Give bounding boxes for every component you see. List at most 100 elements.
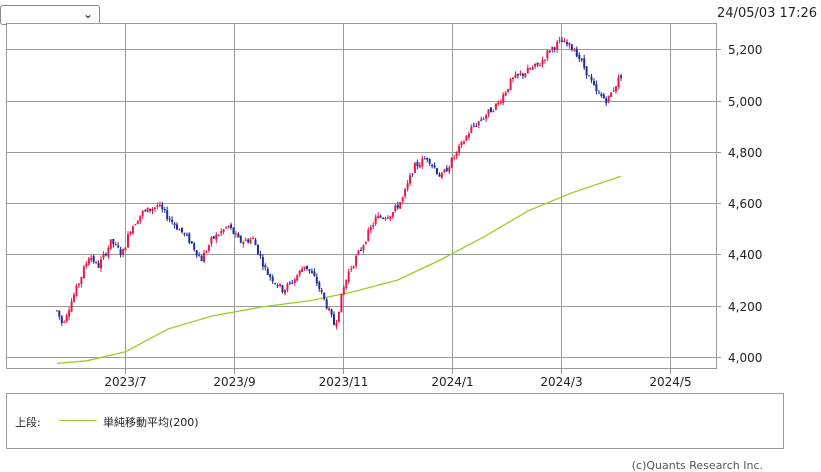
candle-body [607, 95, 610, 102]
x-tick-label: 2024/1 [431, 375, 473, 389]
legend-ma-line [59, 420, 97, 421]
legend-label: 上段: [15, 416, 41, 429]
candle-body [391, 212, 394, 217]
candle-body [183, 233, 186, 235]
candle-body [257, 244, 259, 254]
candle-body [546, 50, 549, 59]
candle-body [330, 309, 333, 315]
candle-body [158, 204, 161, 206]
candle-body [399, 201, 402, 209]
y-tick-label: 4,800 [728, 146, 762, 160]
candle-body [431, 165, 434, 167]
candle-body [308, 269, 311, 271]
candle-body [264, 265, 267, 268]
x-tick-label: 2024/3 [540, 375, 582, 389]
candle-body [134, 224, 137, 226]
candle-body [524, 73, 527, 77]
candle-body [217, 234, 220, 236]
candle-body [615, 86, 617, 92]
x-axis-ticks: 2023/7 2023/9 2023/11 2024/1 2024/3 2024/5 [104, 369, 692, 389]
y-tick-label: 4,000 [728, 351, 762, 365]
candle-body [298, 270, 301, 275]
y-tick-label: 4,600 [728, 197, 762, 211]
candle-body [423, 158, 426, 160]
candle-body [207, 245, 210, 251]
candlestick-chart: 4,000 4,200 4,400 4,600 4,800 5,000 5,200 2023… [6, 23, 762, 389]
candle-body [372, 225, 375, 227]
chevron-down-icon: ⌄ [82, 7, 93, 21]
candle-body [453, 157, 456, 159]
candle-body [271, 276, 274, 282]
candle-body [203, 252, 205, 263]
candle-body [320, 290, 323, 292]
candle-body [477, 121, 480, 126]
candle-body [328, 308, 331, 311]
candle-body [482, 118, 485, 120]
candle-body [117, 245, 120, 248]
candle-body [65, 315, 68, 322]
candle-body [379, 215, 382, 218]
candle-body [597, 92, 600, 94]
candle-body [563, 40, 566, 43]
candle-body [514, 74, 517, 78]
candle-body [249, 239, 252, 244]
candle-body [68, 310, 71, 317]
legend: 上段: 単純移動平均(200) [6, 393, 784, 449]
candle-body [266, 268, 269, 275]
x-tick-label: 2024/5 [649, 375, 691, 389]
candle-body [77, 283, 80, 286]
candle-body [124, 247, 127, 251]
candle-body [543, 59, 546, 61]
update-timestamp: 24/05/03 17:26 [717, 6, 817, 21]
candle-body [112, 239, 115, 245]
candle-body [281, 285, 284, 293]
candle-body [310, 271, 313, 274]
candle-body [335, 322, 338, 327]
candle-body [401, 197, 404, 202]
candle-body [166, 210, 169, 220]
candle-body [455, 151, 458, 157]
candle-body [212, 236, 215, 239]
candle-body [460, 141, 463, 146]
candle-body [342, 287, 345, 295]
candle-body [306, 265, 308, 269]
candle-body [119, 249, 122, 255]
candle-body [404, 189, 407, 197]
candle-body [220, 231, 223, 234]
candle-body [367, 230, 370, 241]
candle-body [617, 77, 620, 87]
candle-body [210, 237, 213, 244]
candle-body [176, 224, 178, 230]
candle-body [234, 233, 237, 235]
candle-body [58, 310, 61, 317]
candle-body [173, 223, 176, 226]
candle-body [141, 211, 144, 216]
candle-body [269, 274, 272, 278]
candle-body [516, 73, 519, 76]
candle-body [181, 227, 183, 233]
candle-body [507, 89, 510, 92]
candle-body [286, 283, 289, 291]
candle-body [553, 47, 556, 50]
candle-body [364, 242, 367, 244]
candle-body [492, 111, 495, 113]
candle-body [487, 109, 490, 115]
candle-body [325, 299, 328, 309]
candle-body [82, 266, 85, 278]
candle-body [100, 259, 102, 269]
candle-body [497, 102, 500, 105]
copyright: (c)Quants Research Inc. [631, 459, 763, 472]
candle-body [313, 271, 316, 276]
candle-body [109, 239, 112, 249]
candle-body [490, 107, 492, 113]
candle-body [394, 205, 397, 211]
candle-body [436, 168, 438, 174]
candle-body [247, 239, 250, 243]
candle-body [85, 263, 88, 267]
candle-body [357, 250, 360, 255]
candle-body [575, 48, 578, 57]
candle-body [73, 294, 75, 302]
candle-body [411, 173, 414, 175]
candle-body [205, 251, 208, 253]
candle-body [620, 75, 622, 78]
